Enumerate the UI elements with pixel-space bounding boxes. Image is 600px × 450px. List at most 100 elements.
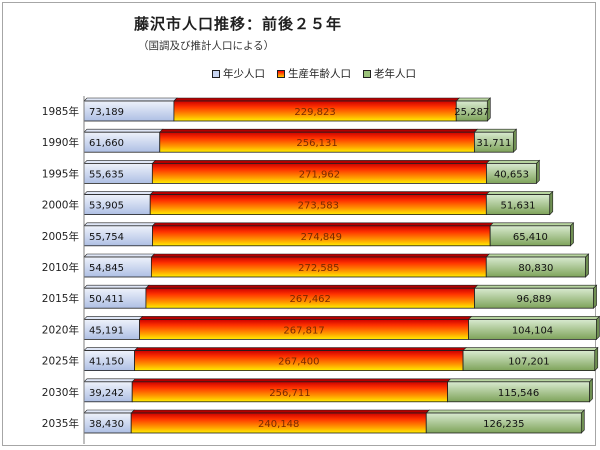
bar-top-young-5: [83, 253, 156, 258]
legend-label-working: 生産年齢人口: [288, 68, 351, 80]
category-label-8: 2025年: [42, 355, 79, 368]
bar-top-elderly-7: [467, 316, 600, 320]
data-label-elderly-6: 96,889: [517, 294, 552, 305]
bar-top-elderly-4: [489, 222, 575, 227]
data-label-working-4: 274,849: [301, 232, 342, 243]
legend-item-young: 年少人口: [212, 66, 265, 81]
bar-side-4: [570, 222, 574, 247]
bar-side-10: [581, 409, 585, 434]
data-label-elderly-1: 31,711: [476, 138, 511, 149]
data-label-young-8: 41,150: [89, 357, 124, 368]
legend-swatch-elderly: [363, 69, 371, 78]
legend: 年少人口 生産年齢人口 老年人口: [212, 66, 416, 81]
legend-item-working: 生産年齢人口: [277, 66, 351, 81]
category-label-6: 2015年: [42, 292, 79, 305]
data-label-young-9: 39,242: [89, 388, 124, 399]
category-label-10: 2035年: [42, 417, 79, 430]
bar-top-elderly-6: [473, 284, 598, 289]
bar-top-working-10: [130, 409, 430, 414]
data-label-working-10: 240,148: [258, 419, 299, 430]
bar-top-elderly-1: [473, 128, 518, 133]
data-label-working-0: 229,823: [294, 107, 335, 118]
data-label-working-2: 271,962: [299, 169, 340, 180]
data-label-working-3: 273,583: [298, 201, 339, 212]
data-label-working-1: 256,131: [296, 138, 337, 149]
bar-top-elderly-5: [485, 253, 590, 258]
bar-top-young-2: [83, 160, 157, 164]
category-label-7: 2020年: [42, 323, 79, 336]
data-label-working-6: 267,462: [290, 294, 331, 305]
bar-top-young-4: [83, 222, 157, 227]
bar-top-working-2: [151, 160, 491, 164]
bar-top-young-8: [83, 347, 139, 351]
bar-top-young-10: [83, 409, 135, 414]
data-label-elderly-2: 40,653: [494, 169, 529, 180]
bar-top-young-3: [83, 191, 154, 195]
data-label-elderly-7: 104,104: [512, 325, 553, 336]
data-label-young-4: 55,754: [89, 232, 124, 243]
category-label-9: 2030年: [42, 386, 79, 399]
bar-side-8: [594, 346, 599, 372]
bar-top-working-8: [133, 347, 467, 351]
data-label-elderly-10: 126,235: [483, 419, 524, 430]
category-label-4: 2005年: [42, 230, 79, 243]
bar-top-young-9: [83, 378, 136, 383]
data-label-young-0: 73,189: [89, 107, 124, 118]
bar-top-elderly-8: [462, 347, 599, 351]
bar-top-young-1: [83, 128, 164, 133]
bar-top-working-5: [150, 253, 490, 258]
bar-top-working-4: [151, 222, 494, 227]
data-label-working-8: 267,400: [278, 357, 319, 368]
data-label-young-3: 53,905: [89, 201, 124, 212]
bar-top-elderly-0: [455, 97, 492, 102]
category-label-3: 2000年: [42, 199, 79, 212]
bar-side-2: [536, 159, 540, 185]
category-label-5: 2010年: [42, 261, 79, 274]
chart-title: 藤沢市人口推移：前後２５年: [134, 15, 343, 33]
bar-top-young-0: [83, 97, 178, 102]
bar-top-elderly-10: [425, 409, 586, 414]
bar-top-elderly-3: [485, 191, 554, 195]
bar-top-working-7: [138, 316, 473, 320]
bar-top-elderly-9: [446, 378, 594, 383]
bar-side-7: [596, 315, 600, 341]
category-label-2: 1995年: [42, 167, 79, 180]
bar-side-1: [513, 128, 517, 153]
data-label-working-9: 256,711: [269, 388, 310, 399]
data-label-young-7: 45,191: [89, 325, 124, 336]
bar-top-working-3: [149, 191, 491, 195]
bar-top-working-9: [131, 378, 452, 383]
legend-label-elderly: 老年人口: [374, 68, 416, 80]
data-label-young-6: 50,411: [89, 294, 124, 305]
data-label-young-1: 61,660: [89, 138, 124, 149]
data-label-elderly-8: 107,201: [508, 357, 549, 368]
legend-label-young: 年少人口: [223, 68, 265, 80]
legend-swatch-working: [277, 69, 285, 78]
data-label-young-2: 55,635: [89, 169, 124, 180]
bar-top-working-1: [159, 128, 479, 133]
data-label-elderly-3: 51,631: [501, 201, 536, 212]
data-label-working-5: 272,585: [298, 263, 339, 274]
data-label-elderly-0: 25,287: [454, 107, 489, 118]
legend-item-elderly: 老年人口: [363, 66, 416, 81]
bar-top-working-0: [173, 97, 460, 102]
bar-top-elderly-2: [485, 160, 541, 164]
chart-subtitle: （国調及び推計人口による）: [138, 40, 275, 52]
category-label-1: 1990年: [42, 136, 79, 149]
bar-top-young-6: [83, 284, 150, 289]
bar-top-working-6: [145, 284, 479, 289]
bar-top-young-7: [83, 316, 144, 320]
bar-side-0: [487, 97, 491, 122]
data-label-working-7: 267,817: [283, 325, 324, 336]
category-label-0: 1985年: [42, 105, 79, 118]
data-label-young-5: 54,845: [89, 263, 124, 274]
bar-side-6: [593, 284, 597, 309]
bar-side-5: [585, 253, 589, 278]
bar-side-9: [589, 378, 593, 403]
data-label-young-10: 38,430: [89, 419, 124, 430]
data-label-elderly-9: 115,546: [498, 388, 539, 399]
legend-swatch-young: [212, 69, 220, 78]
data-label-elderly-4: 65,410: [513, 232, 548, 243]
bar-side-3: [549, 190, 554, 216]
